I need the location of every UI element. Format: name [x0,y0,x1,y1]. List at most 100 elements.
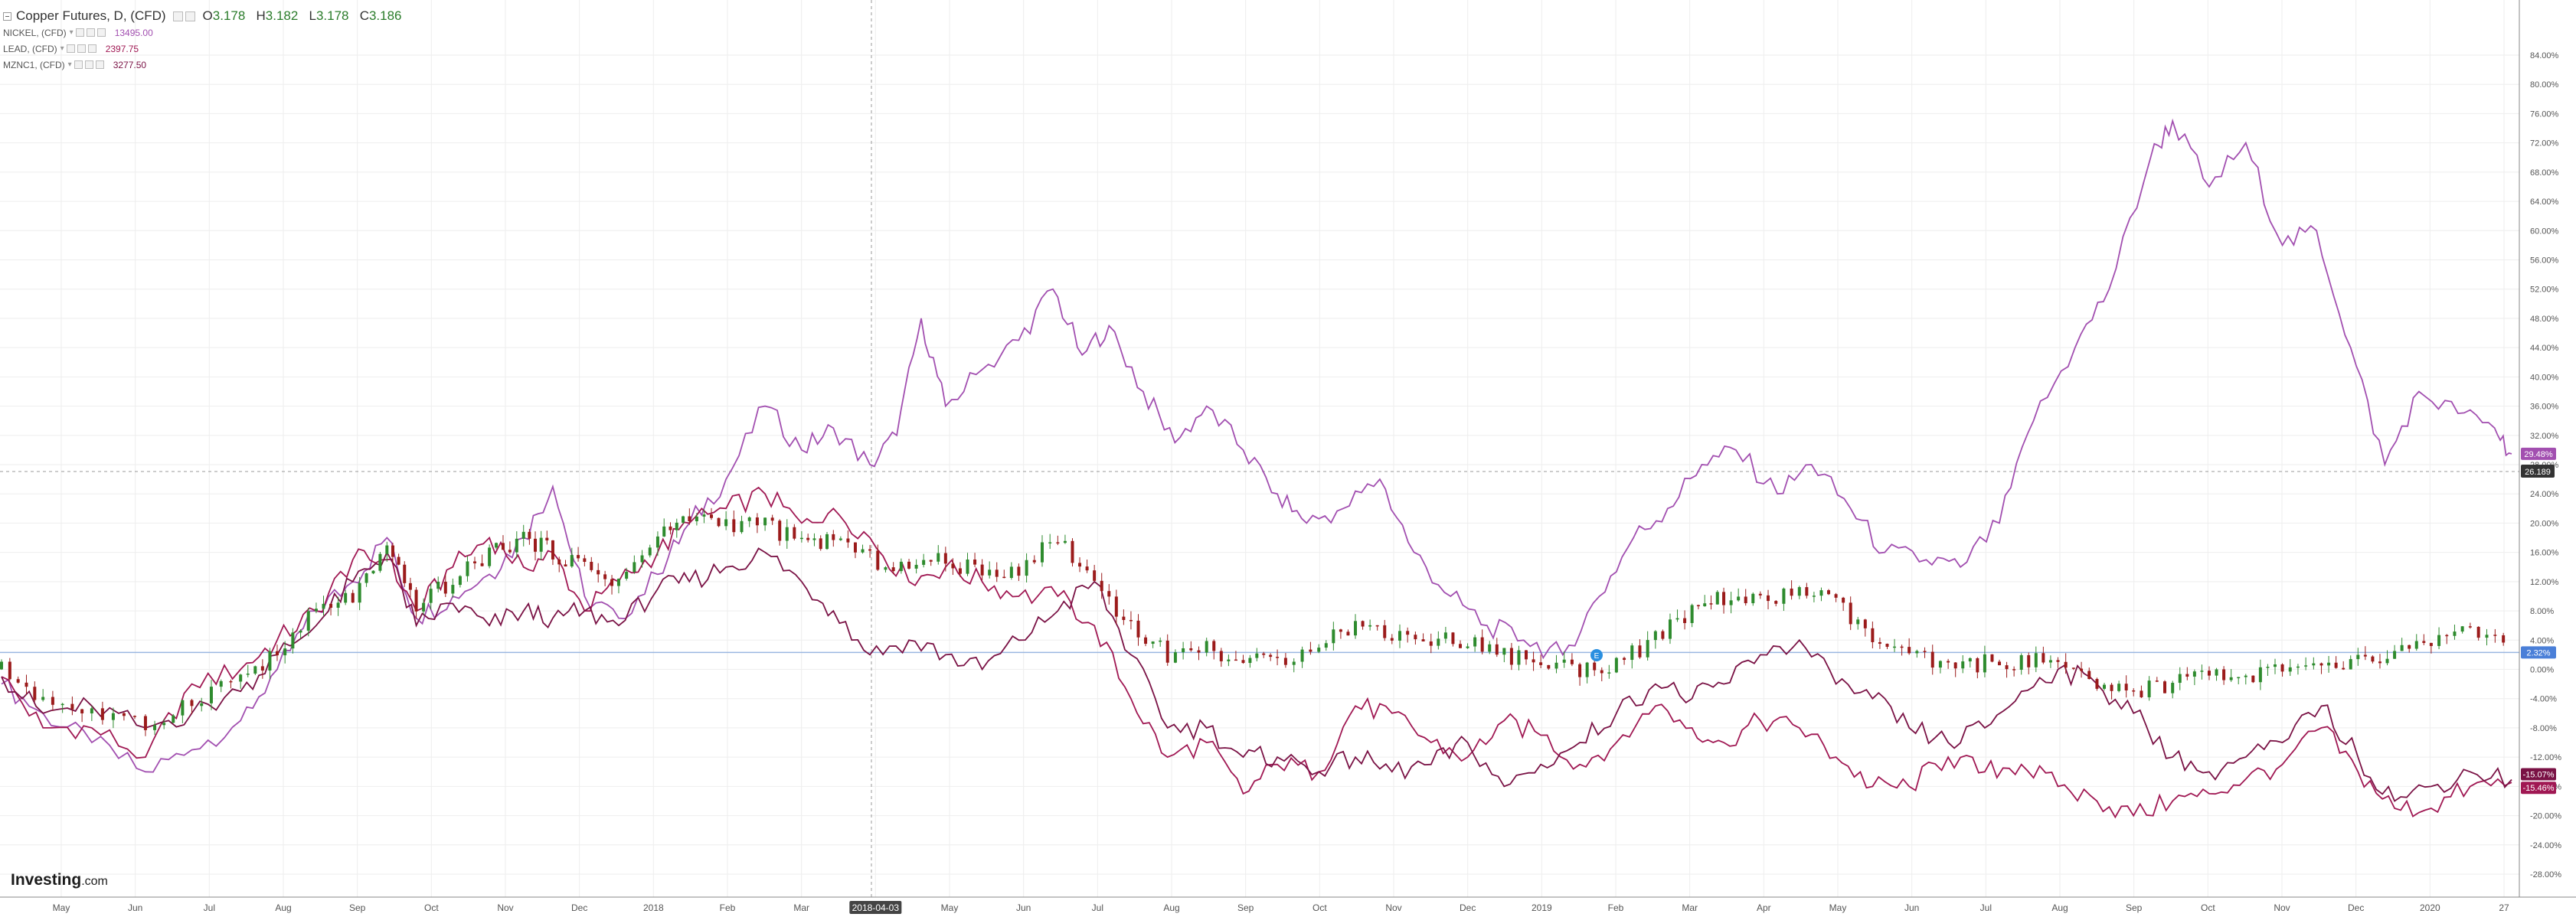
event-marker-icon[interactable]: E [1590,649,1603,661]
settings-icon[interactable] [84,60,93,69]
candle-body [268,651,272,671]
high-label: H [256,8,266,23]
candle-body [403,564,407,583]
candle-body [2185,674,2189,677]
high-value: 3.182 [265,8,299,23]
candle-body [1819,590,1823,596]
candle-body [1040,542,1044,563]
candle-body [740,521,744,533]
candle-body [995,569,999,577]
close-value: 3.186 [368,8,402,23]
candle-body [1390,638,1394,641]
y-tick-label: -12.00% [2530,753,2561,762]
candle-body [358,583,361,603]
dropdown-arrow-icon[interactable]: ▾ [67,60,72,69]
candle-body [1159,640,1162,642]
y-tick-label: 60.00% [2530,227,2559,236]
dropdown-arrow-icon[interactable]: ▾ [69,28,74,37]
candle-body [1234,659,1237,661]
ohlc-readout: O3.178 H3.182 L3.178 C3.186 [203,8,402,24]
x-tick-label: Sep [1237,902,1254,913]
candle-body [1797,587,1801,596]
legend-row-nickel: NICKEL, (CFD) ▾ 13495.00 [3,24,402,41]
last-value-tag-bg [2521,447,2556,460]
legend-main-title: Copper Futures, D, (CFD) [16,8,166,23]
close-icon[interactable] [185,11,195,21]
candle-body [1017,566,1021,576]
y-tick-label: 32.00% [2530,432,2559,441]
candle-body [246,674,250,675]
candle-body [2064,661,2068,668]
candle-body [1255,653,1259,658]
legend-zinc-name: MZNC1, (CFD) [3,59,65,70]
settings-icon[interactable] [86,28,95,37]
candle-body [616,578,620,586]
candle-body [336,602,340,608]
eye-icon[interactable] [74,60,83,69]
candle-body [785,527,789,541]
x-tick-label: Feb [1608,902,1624,913]
settings-icon[interactable] [77,44,86,53]
x-tick-label: Feb [720,902,736,913]
candle-body [1151,641,1155,645]
candle-body [2095,679,2099,689]
close-icon[interactable] [96,28,106,37]
y-tick-label: -28.00% [2530,870,2561,879]
candle-body [1056,542,1060,543]
candle-body [2393,651,2397,659]
collapse-icon[interactable] [3,11,11,21]
candle-body [1871,628,1875,642]
candle-body [521,531,525,539]
candle-body [846,538,850,543]
candle-body [1729,600,1733,605]
copper-candles [0,507,2506,736]
candle-body [1354,621,1358,636]
candle-body [1758,593,1762,596]
candle-body [899,561,903,572]
candle-body [508,550,512,553]
candle-body [2027,654,2031,667]
candle-body [0,661,3,670]
candle-body [322,603,325,609]
candle-body [1269,654,1273,658]
last-value-tag: 29.48% [2524,450,2553,459]
candle-body [1774,601,1778,604]
dropdown-arrow-icon[interactable]: ▾ [60,44,64,53]
candle-body [603,574,607,579]
close-icon[interactable] [87,44,96,53]
candle-body [1737,596,1741,601]
y-tick-label: 72.00% [2530,139,2559,148]
candle-body [515,538,518,553]
candle-body [610,579,614,586]
eye-icon[interactable] [75,28,84,37]
candle-body [33,687,37,700]
candle-body [1368,625,1372,627]
settings-icon[interactable] [172,11,183,21]
legend-main-row: Copper Futures, D, (CFD) O3.178 H3.182 L… [3,8,402,24]
candle-body [1525,650,1528,660]
close-icon[interactable] [95,60,104,69]
candle-body [1107,591,1111,597]
candle-body [181,700,185,716]
y-tick-label: -24.00% [2530,841,2561,850]
candle-body [1539,662,1543,665]
candle-body [1976,658,1979,673]
candle-body [2019,654,2023,671]
candle-body [2371,656,2375,662]
candle-body [1189,648,1193,651]
candle-body [1480,637,1484,652]
candle-body [577,555,580,559]
candle-body [2048,660,2052,663]
eye-icon[interactable] [66,44,75,53]
candle-body [209,687,213,703]
candle-body [1502,648,1506,655]
candle-body [1093,570,1097,581]
legend-lead-value: 2397.75 [105,43,139,54]
y-tick-label: 48.00% [2530,315,2559,324]
candle-body [2476,626,2480,638]
x-tick-label: 2019 [1532,902,1552,913]
candle-body [1129,619,1133,622]
candle-body [190,700,194,707]
candle-body [1805,587,1809,596]
